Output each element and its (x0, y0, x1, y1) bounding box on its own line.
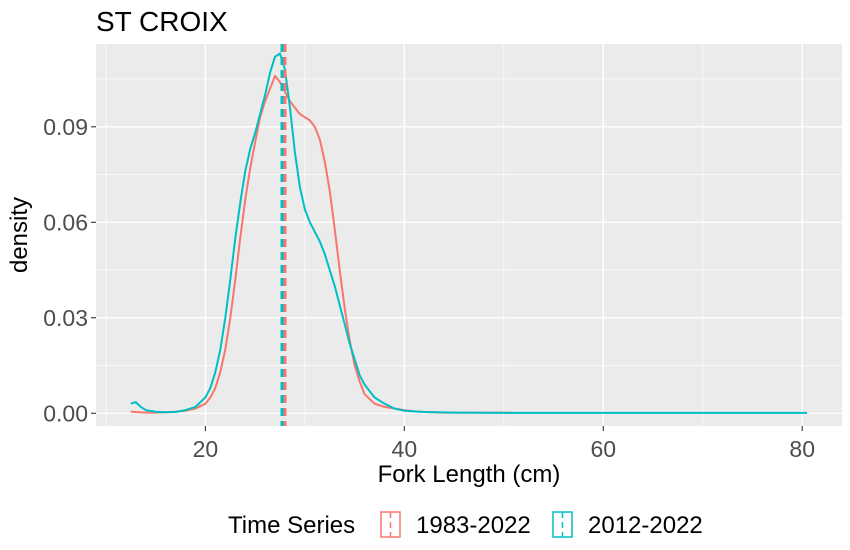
x-tick-label: 20 (193, 436, 219, 462)
legend: Time Series 1983-2022 2012-2022 (228, 511, 703, 539)
y-tick-label: 0.00 (43, 400, 88, 426)
x-tick-label: 60 (590, 436, 616, 462)
y-tick-label: 0.06 (43, 209, 88, 235)
legend-title: Time Series (228, 512, 355, 539)
x-axis-title: Fork Length (cm) (378, 461, 561, 488)
plot-panel (96, 44, 842, 426)
x-tick-label: 80 (789, 436, 815, 462)
legend-item-1983-2022: 1983-2022 (380, 511, 531, 539)
x-axis: 20 40 60 80 (193, 426, 815, 462)
legend-item-2012-2022: 2012-2022 (552, 511, 703, 539)
y-axis: 0.00 0.03 0.06 0.09 (43, 114, 96, 426)
x-tick-label: 40 (392, 436, 418, 462)
y-axis-title: density (6, 197, 33, 273)
density-line-2012-2022 (130, 52, 808, 414)
legend-label-2012-2022: 2012-2022 (588, 512, 703, 539)
minor-gridlines (96, 44, 842, 426)
y-tick-label: 0.03 (43, 305, 88, 331)
mean-lines (280, 44, 287, 426)
y-tick-label: 0.09 (43, 114, 88, 140)
legend-label-1983-2022: 1983-2022 (416, 512, 531, 539)
chart-title: ST CROIX (96, 6, 228, 37)
density-lines (130, 52, 808, 414)
